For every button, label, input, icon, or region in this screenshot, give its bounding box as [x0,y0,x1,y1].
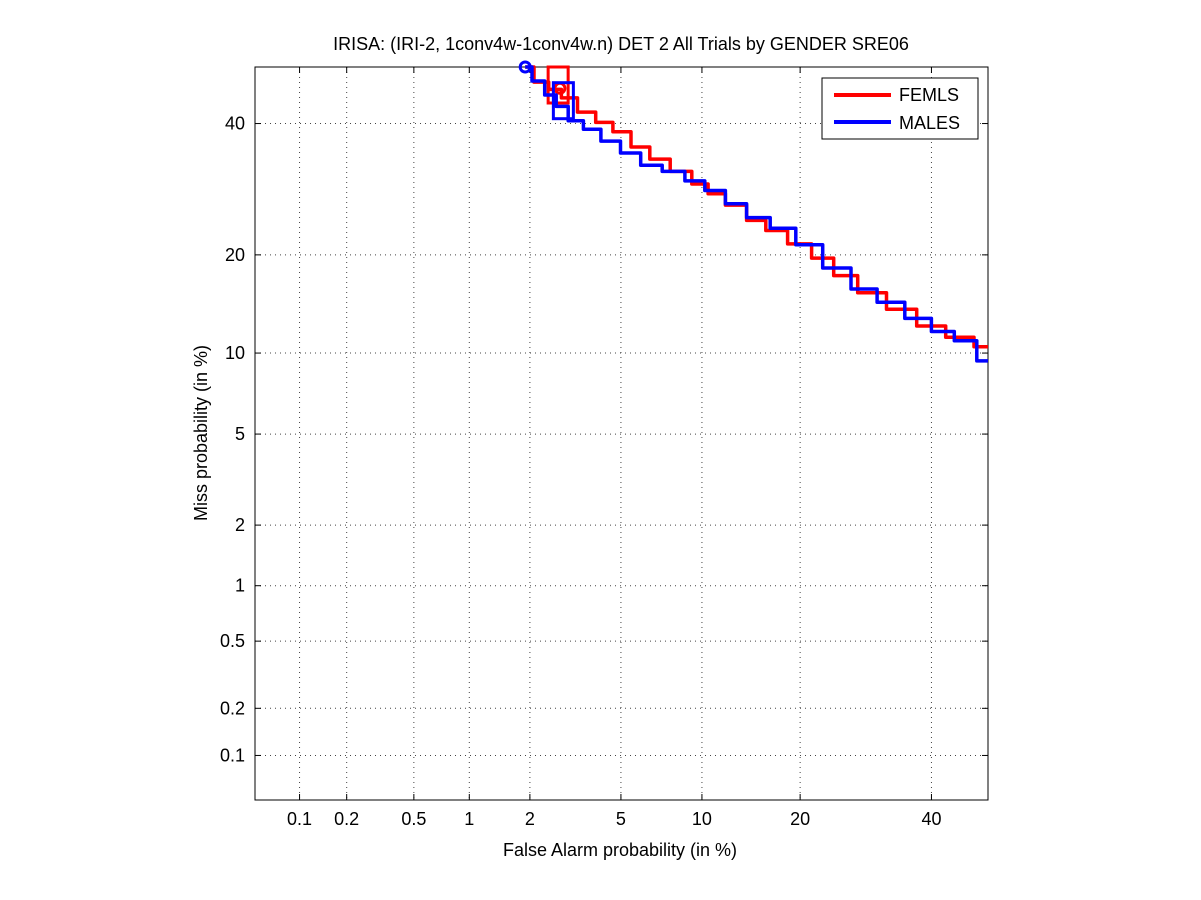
series-line-femls [525,65,988,349]
data-series [518,60,988,363]
x-tick-label: 0.1 [287,809,312,829]
legend-label-femls: FEMLS [899,85,959,105]
plot-axes-frame [254,66,989,801]
actual-dcf-point-males [518,60,532,74]
y-tick-label: 20 [225,245,245,265]
y-tick-label: 2 [235,515,245,535]
x-tick-label: 5 [616,809,626,829]
y-axis-title: Miss probability (in %) [191,345,211,521]
x-tick-label: 20 [790,809,810,829]
y-tick-label: 0.1 [220,745,245,765]
x-tick-label: 10 [692,809,712,829]
legend-label-males: MALES [899,113,960,133]
y-tick-label: 1 [235,576,245,596]
series-line-males [525,65,988,363]
min-dcf-box-femls [546,65,570,105]
x-axis-title: False Alarm probability (in %) [503,840,737,860]
x-tick-label: 40 [921,809,941,829]
y-tick-label: 40 [225,114,245,134]
y-tick-label: 0.5 [220,631,245,651]
chart-title: IRISA: (IRI-2, 1conv4w-1conv4w.n) DET 2 … [333,34,909,54]
y-tick-label: 10 [225,343,245,363]
y-tick-label: 5 [235,424,245,444]
legend: FEMLS MALES [821,77,979,140]
min-dcf-box-males [551,81,575,121]
x-tick-label: 0.5 [401,809,426,829]
x-tick-label: 1 [464,809,474,829]
tick-marks: 0.1 0.2 0.5 1 2 5 10 20 40 0.1 0.2 0.5 1 2 5 10 20 40 [220,67,988,829]
x-tick-label: 0.2 [334,809,359,829]
legend-box [821,77,979,140]
y-tick-label: 0.2 [220,698,245,718]
x-tick-label: 2 [525,809,535,829]
